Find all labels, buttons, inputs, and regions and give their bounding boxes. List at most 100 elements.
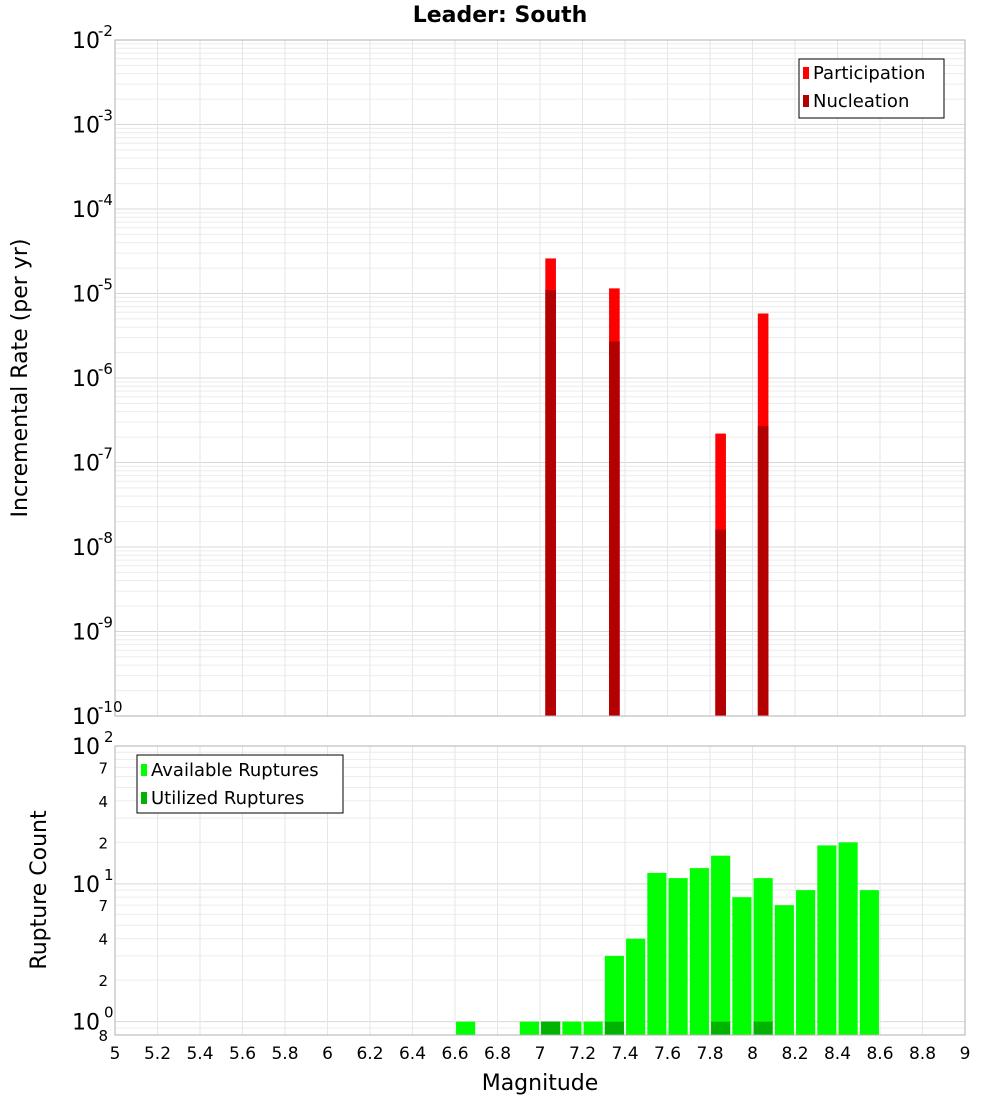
- x-tick-label: 6.2: [356, 1044, 383, 1064]
- x-tick-label: 7.2: [569, 1044, 596, 1064]
- count-y-tick-label: 4: [98, 931, 108, 949]
- count-y-tick-exponent: 0: [104, 1004, 114, 1022]
- rate-y-tick-label: 10: [72, 621, 100, 646]
- rate-y-ticks: 10-210-310-410-510-610-710-810-910-10: [72, 22, 123, 730]
- rate-bars: [545, 258, 769, 716]
- count-y-tick-exponent: 1: [104, 866, 114, 884]
- nucleation-legend-swatch: [803, 95, 809, 107]
- rate-y-tick-label: 10: [72, 29, 100, 54]
- available-ruptures-bar: [626, 938, 646, 1035]
- rate-y-tick-label: 10: [72, 198, 100, 223]
- x-tick-label: 5.2: [144, 1044, 171, 1064]
- available-ruptures-bar: [456, 1021, 476, 1035]
- x-tick-label: 7.4: [611, 1044, 638, 1064]
- available-ruptures-bar: [732, 897, 752, 1035]
- rate-y-tick-exponent: -4: [98, 191, 113, 209]
- count-y-tick-label: 7: [98, 897, 108, 915]
- x-tick-label: 8.6: [866, 1044, 893, 1064]
- count-y-tick-label: 2: [98, 972, 108, 990]
- available-ruptures-bar: [859, 890, 879, 1035]
- x-tick-label: 7.8: [696, 1044, 723, 1064]
- available-legend-label: Available Ruptures: [151, 760, 319, 781]
- available-ruptures-bar: [647, 872, 667, 1035]
- x-tick-label: 8: [747, 1044, 758, 1064]
- x-tick-label: 7.6: [654, 1044, 681, 1064]
- x-tick-label: 7: [535, 1044, 546, 1064]
- x-tick-label: 5.6: [229, 1044, 256, 1064]
- x-tick-label: 5: [110, 1044, 121, 1064]
- count-y-tick-label: 10: [72, 1011, 100, 1036]
- x-tick-label: 8.2: [781, 1044, 808, 1064]
- count-legend-box: [136, 754, 344, 814]
- rate-legend-box: [798, 58, 945, 119]
- rate-y-tick-exponent: -8: [98, 529, 113, 547]
- rate-y-tick-exponent: -10: [98, 698, 123, 716]
- rate-y-tick-label: 10: [72, 452, 100, 477]
- x-tick-label: 9: [960, 1044, 971, 1064]
- count-y-tick-label: 8: [98, 1027, 108, 1045]
- rate-y-tick-exponent: -5: [98, 276, 113, 294]
- x-tick-label: 5.4: [186, 1044, 213, 1064]
- count-y-tick-label: 10: [72, 735, 100, 760]
- available-ruptures-bar: [838, 842, 858, 1035]
- rate-y-tick-exponent: -6: [98, 360, 113, 378]
- participation-legend-label: Participation: [813, 63, 925, 84]
- available-ruptures-bar: [689, 868, 709, 1035]
- rate-y-tick-label: 10: [72, 367, 100, 392]
- count-plot-border: [114, 745, 966, 1036]
- rate-y-tick-exponent: -3: [98, 107, 113, 125]
- utilized-legend-swatch: [141, 792, 147, 804]
- x-tick-label: 6.6: [441, 1044, 468, 1064]
- x-axis-label: Magnitude: [482, 1071, 599, 1096]
- available-ruptures-bar: [753, 878, 773, 1035]
- available-ruptures-bar: [774, 905, 794, 1035]
- rate-y-tick-exponent: -7: [98, 445, 113, 463]
- utilized-ruptures-bar: [711, 1021, 731, 1035]
- utilized-ruptures-bar: [541, 1021, 561, 1035]
- available-ruptures-bar: [519, 1021, 539, 1035]
- count-y-tick-label: 7: [98, 759, 108, 777]
- rate-legend: Participation Nucleation: [798, 58, 945, 119]
- nucleation-bar: [757, 426, 769, 716]
- x-tick-label: 6.4: [399, 1044, 426, 1064]
- rate-y-axis-label: Incremental Rate (per yr): [8, 239, 33, 518]
- rate-y-tick-label: 10: [72, 705, 100, 730]
- available-ruptures-bar: [668, 878, 688, 1035]
- nucleation-legend-label: Nucleation: [813, 91, 909, 112]
- x-tick-label: 6: [322, 1044, 333, 1064]
- available-ruptures-bar: [796, 890, 816, 1035]
- nucleation-bar: [609, 341, 620, 716]
- count-y-tick-label: 4: [98, 793, 108, 811]
- available-ruptures-bar: [604, 955, 624, 1035]
- rate-y-tick-label: 10: [72, 283, 100, 308]
- x-axis-ticks: 5 5.2 5.4 5.6 5.8 6 6.2 6.4 6.6 6.8 7 7.2 7.4 7.6 7.8 8…: [110, 1044, 971, 1064]
- rate-y-tick-label: 10: [72, 536, 100, 561]
- count-bars: [456, 842, 879, 1035]
- available-legend-swatch: [141, 764, 147, 776]
- chart-title: Leader: South: [413, 3, 588, 28]
- rate-y-tick-exponent: -2: [98, 22, 113, 40]
- available-ruptures-bar: [583, 1021, 603, 1035]
- count-y-tick-label: 2: [98, 834, 108, 852]
- rate-plot-border: [114, 39, 966, 717]
- available-ruptures-bar: [711, 855, 731, 1035]
- count-y-tick-label: 10: [72, 873, 100, 898]
- rate-plot: 10-210-310-410-510-610-710-810-910-10 In…: [8, 22, 966, 730]
- count-y-axis-label: Rupture Count: [27, 810, 52, 970]
- utilized-ruptures-bar: [604, 1021, 624, 1035]
- rate-gridlines: [114, 40, 966, 717]
- count-legend: Available Ruptures Utilized Ruptures: [136, 754, 344, 814]
- available-ruptures-bar: [817, 845, 837, 1035]
- available-ruptures-bar: [562, 1021, 582, 1035]
- x-tick-label: 5.8: [271, 1044, 298, 1064]
- x-tick-label: 6.8: [484, 1044, 511, 1064]
- rate-y-tick-label: 10: [72, 114, 100, 139]
- x-tick-label: 8.8: [909, 1044, 936, 1064]
- utilized-ruptures-bar: [753, 1021, 773, 1035]
- nucleation-bar: [545, 290, 556, 716]
- rate-y-tick-exponent: -9: [98, 614, 113, 632]
- utilized-legend-label: Utilized Ruptures: [151, 788, 304, 809]
